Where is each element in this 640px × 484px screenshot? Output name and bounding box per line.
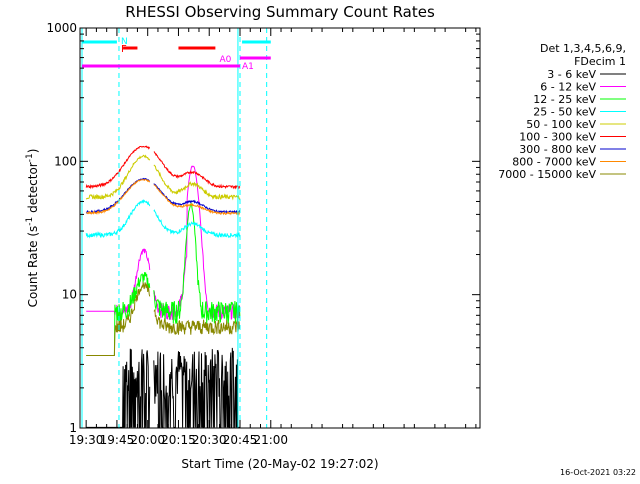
x-tick-label: 19:30: [69, 433, 104, 447]
x-tick-label: 20:15: [161, 433, 196, 447]
series-line: [86, 178, 241, 216]
series-line: [85, 198, 241, 239]
y-tick-label: 10: [62, 288, 77, 302]
series-line: [86, 165, 241, 321]
series-line: [85, 145, 241, 190]
x-tick-label: 20:30: [192, 433, 227, 447]
legend-label: 6 - 12 keV: [540, 81, 596, 94]
x-tick-label: 19:45: [100, 433, 135, 447]
legend-label: 100 - 300 keV: [519, 131, 596, 144]
y-tick-label: 1: [69, 421, 77, 435]
legend-label: 50 - 100 keV: [526, 118, 596, 131]
legend-header-line2: FDecim 1: [574, 55, 626, 68]
series-layer: [85, 145, 241, 428]
legend-label: 300 - 800 keV: [519, 143, 596, 156]
flag-layer: NFA0A1: [81, 28, 271, 428]
series-line: [85, 154, 241, 201]
legend-label: 7000 - 15000 keV: [498, 168, 596, 181]
legend-label: 800 - 7000 keV: [512, 156, 596, 169]
legend-label: 12 - 25 keV: [533, 93, 596, 106]
x-tick-label: 20:00: [130, 433, 165, 447]
plot-frame: [79, 27, 481, 429]
axis-layer: 1 10 100 1000 19:3019:4520:0020:1520:3020:45…: [46, 21, 481, 447]
series-line: [86, 281, 241, 356]
footer-date: 16-Oct-2021 03:22: [560, 468, 636, 477]
x-tick-label: 20:45: [223, 433, 258, 447]
series-line: [85, 177, 241, 215]
legend-label: 3 - 6 keV: [547, 68, 596, 81]
legend-label: 25 - 50 keV: [533, 106, 596, 119]
flag-a0-label: A0: [219, 55, 231, 65]
flag-n-label: N: [121, 37, 128, 47]
y-axis-label: Count Rate (s-1 detector-1): [25, 149, 40, 308]
y-tick-label: 100: [54, 154, 77, 168]
y-tick-label: 1000: [46, 21, 77, 35]
series-line: [86, 347, 240, 428]
x-tick-label: 21:00: [253, 433, 288, 447]
x-axis-label: Start Time (20-May-02 19:27:02): [181, 457, 378, 471]
flag-a1-label: A1: [242, 62, 254, 72]
chart-title: RHESSI Observing Summary Count Rates: [125, 3, 435, 21]
legend-header-line1: Det 1,3,4,5,6,9,: [540, 42, 626, 55]
